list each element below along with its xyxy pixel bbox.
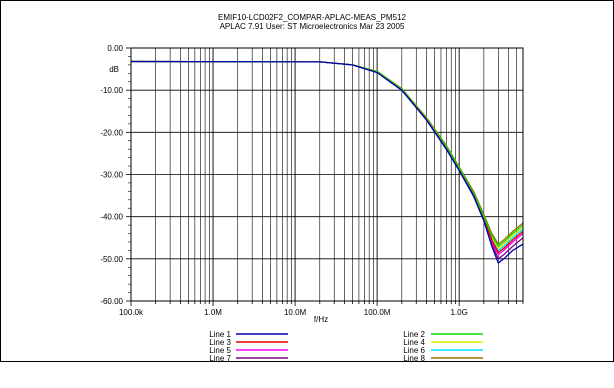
x-tick-label: 100.0M — [364, 308, 391, 317]
legend-label-line-4: Line 4 — [403, 338, 425, 347]
chart-subtitle: APLAC 7.91 User: ST Microelectronics Mar… — [220, 22, 405, 31]
x-tick-label: 100.0k — [119, 308, 144, 317]
series-layer — [130, 60, 524, 264]
y-tick-label: -20.00 — [100, 128, 123, 137]
y-tick-label: -10.00 — [100, 86, 123, 95]
legend-label-line-1: Line 1 — [209, 330, 231, 339]
axis-ticks — [126, 47, 524, 306]
series-line-line-2 — [130, 60, 524, 247]
series-line-line-1 — [130, 60, 524, 264]
x-tick-label: 1.0M — [204, 308, 222, 317]
legend-label-line-2: Line 2 — [403, 330, 425, 339]
y-tick-label: -60.00 — [100, 297, 123, 306]
legend-label-line-7: Line 7 — [209, 354, 231, 361]
x-axis-label: f/Hz — [314, 315, 328, 324]
y-tick-label: -30.00 — [100, 171, 123, 180]
legend-label-line-3: Line 3 — [209, 338, 231, 347]
legend-label-line-5: Line 5 — [209, 346, 231, 355]
y-tick-label: 0.00 — [107, 44, 123, 53]
x-tick-label: 10.0M — [284, 308, 307, 317]
series-line-line-4 — [130, 60, 524, 249]
line-chart: EMIF10-LCD02F2_COMPAR-APLAC-MEAS_PM512 A… — [100, 13, 524, 361]
legend-label-line-8: Line 8 — [403, 354, 425, 361]
y-tick-label: -50.00 — [100, 255, 123, 264]
chart-title: EMIF10-LCD02F2_COMPAR-APLAC-MEAS_PM512 — [218, 13, 406, 22]
series-line-line-7 — [130, 60, 524, 260]
legend-label-line-6: Line 6 — [403, 346, 425, 355]
tick-labels: 0.00 -10.00 -20.00 -30.00 -40.00 -50.00 -60.00… — [100, 44, 468, 317]
x-tick-label: 1.0G — [450, 308, 467, 317]
chart-frame: EMIF10-LCD02F2_COMPAR-APLAC-MEAS_PM512 A… — [0, 0, 614, 362]
y-tick-label: -40.00 — [100, 213, 123, 222]
y-axis-label: dB — [109, 65, 119, 74]
